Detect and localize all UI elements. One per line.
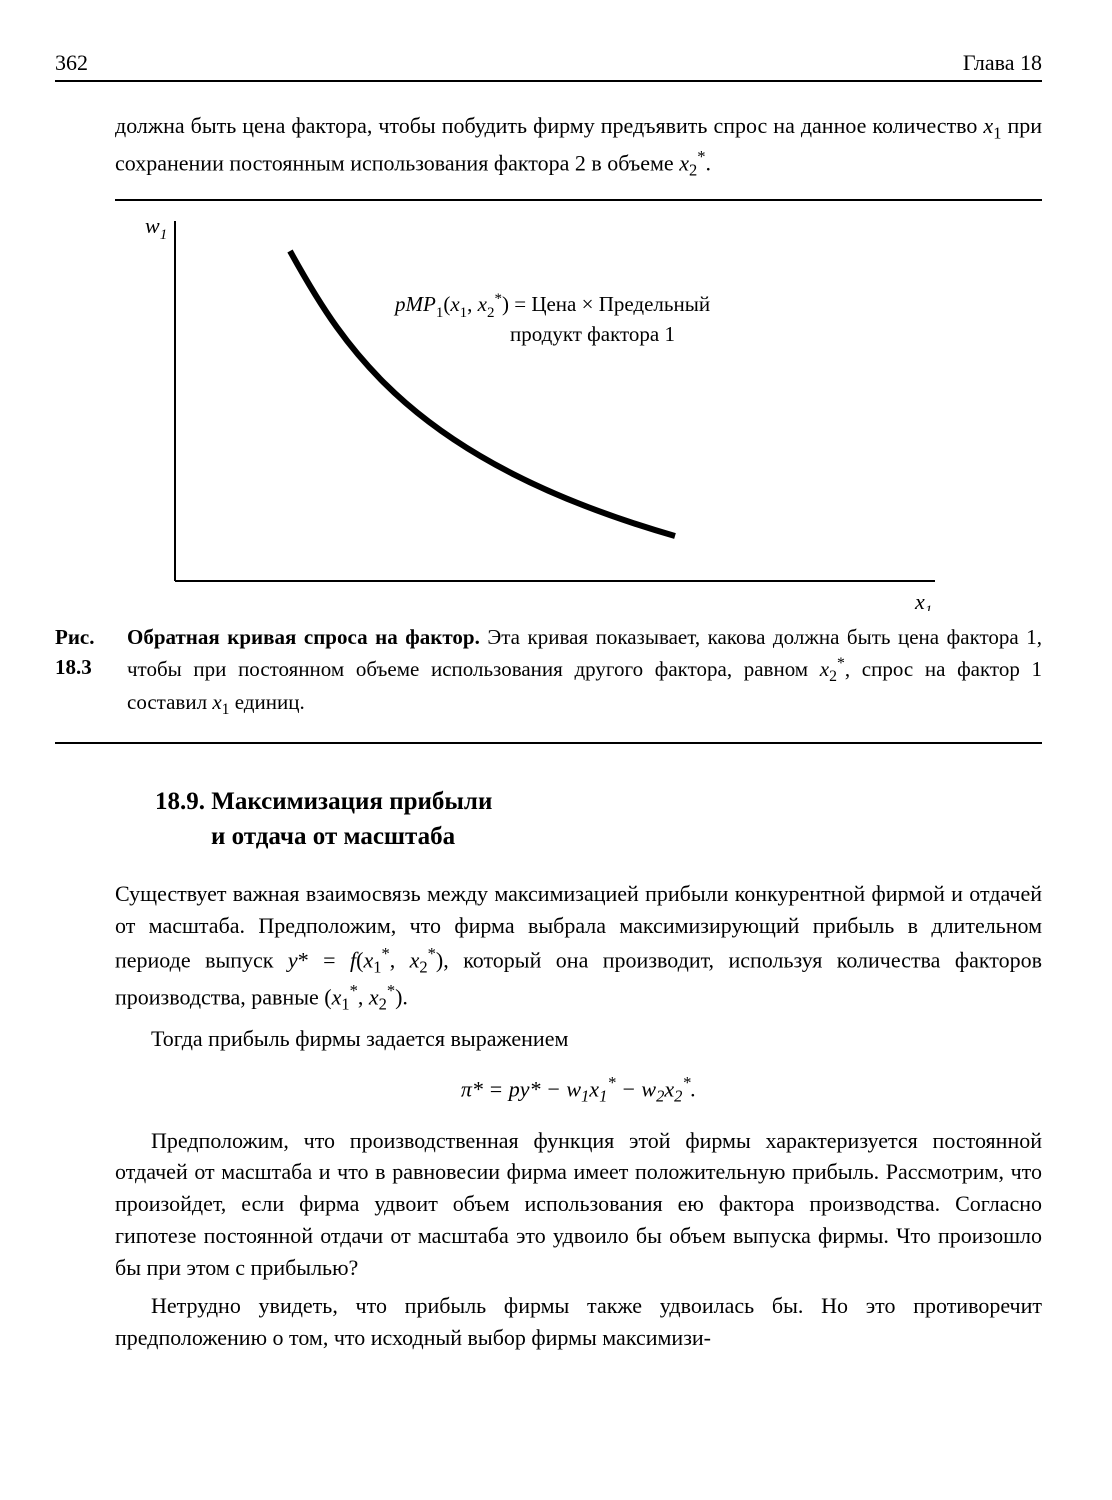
section-title: 18.9. Максимизация прибыли и отдача от м… (155, 784, 1042, 854)
figure-svg: w1 x1 pMP1(x1, x2*) = Цена × Предельный … (115, 211, 1015, 611)
body-p1: Существует важная взаимосвязь между макс… (115, 878, 1042, 1017)
page: 362 Глава 18 должна быть цена фактора, ч… (0, 0, 1112, 1500)
x-axis-label: x1 (914, 589, 932, 611)
figure-label: Рис. 18.3 (55, 623, 103, 722)
chapter-label: Глава 18 (963, 50, 1042, 76)
page-number: 362 (55, 50, 88, 76)
figure-caption-text: Обратная кривая спроса на фактор. Эта кр… (127, 623, 1042, 722)
body-p3: Предположим, что производственная функци… (115, 1125, 1042, 1284)
equation-profit: π* = py* − w1x1* − w2x2*. (115, 1073, 1042, 1107)
curve-label-line1: pMP1(x1, x2*) = Цена × Предельный (393, 291, 710, 321)
page-header: 362 Глава 18 (55, 50, 1042, 82)
section-title-line1: 18.9. Максимизация прибыли (155, 784, 1042, 819)
caption-bold: Обратная кривая спроса на фактор. (127, 625, 480, 649)
figure-18-3: w1 x1 pMP1(x1, x2*) = Цена × Предельный … (115, 211, 1042, 611)
intro-paragraph: должна быть цена фактора, чтобы побудить… (115, 110, 1042, 183)
body-p2: Тогда прибыль фирмы задается выражением (115, 1023, 1042, 1055)
figure-label-line1: Рис. (55, 623, 103, 653)
figure-label-line2: 18.3 (55, 653, 103, 683)
rule-top (115, 199, 1042, 201)
body-p4: Нетрудно увидеть, что прибыль фирмы такж… (115, 1290, 1042, 1354)
figure-caption: Рис. 18.3 Обратная кривая спроса на факт… (55, 623, 1042, 722)
y-axis-label: w1 (145, 213, 167, 243)
section-title-line2: и отдача от масштаба (211, 819, 1042, 854)
rule-bottom (55, 742, 1042, 744)
curve-label-line2: продукт фактора 1 (510, 322, 675, 346)
